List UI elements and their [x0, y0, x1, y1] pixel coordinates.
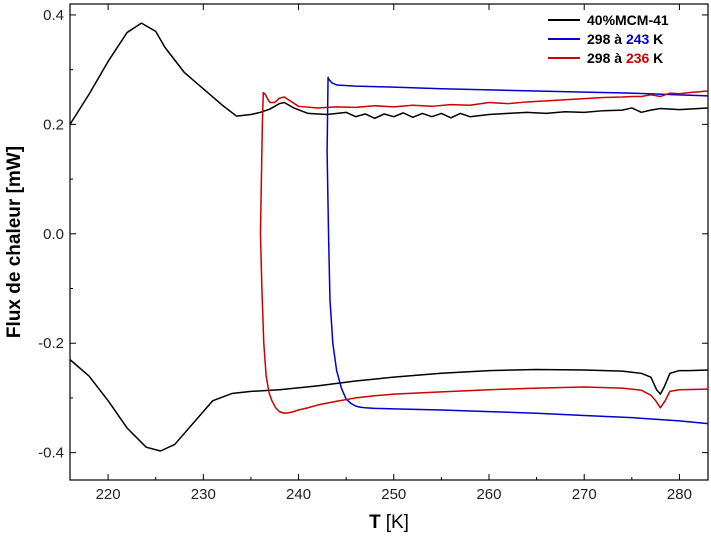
x-tick-label: 280 [667, 486, 692, 503]
x-tick-label: 260 [476, 486, 501, 503]
x-tick-label: 230 [191, 486, 216, 503]
y-tick-label: 0.0 [43, 226, 64, 243]
y-tick-label: 0.2 [43, 116, 64, 133]
y-tick-label: 0.4 [43, 7, 64, 24]
x-tick-label: 220 [96, 486, 121, 503]
x-axis-title: T [K] [369, 512, 409, 533]
y-axis-title: Flux de chaleur [mW] [4, 146, 25, 338]
y-tick-label: -0.2 [38, 335, 64, 352]
legend-label-part: 298 à [587, 50, 626, 66]
series-line-298-243-k-2 [326, 76, 709, 425]
legend-label-part: K [649, 50, 663, 66]
legend-label-part: 298 à [587, 31, 626, 47]
x-axis-title-main: T [369, 512, 381, 533]
legend-label-part: 40%MCM-41 [587, 12, 669, 28]
series-line-40-mcm-41-0 [69, 22, 709, 125]
series-layer [69, 22, 709, 452]
x-axis-title-unit: [K] [386, 512, 409, 533]
legend-label-part: 236 [626, 50, 650, 66]
y-tick-label: -0.4 [38, 445, 64, 462]
legend-label-part: 243 [626, 31, 650, 47]
legend-label: 40%MCM-41 [587, 12, 669, 28]
x-tick-label: 240 [286, 486, 311, 503]
x-tick-label: 250 [381, 486, 406, 503]
series-line-40-mcm-41-1 [69, 359, 709, 452]
x-tick-label: 270 [572, 486, 597, 503]
legend-label: 298 à 236 K [587, 50, 663, 66]
series-line-298-236-k-3 [259, 90, 709, 414]
legend-label-part: K [649, 31, 663, 47]
y-axis-ticks: 0.4 0.2 0.0 -0.2 -0.4 [38, 7, 708, 462]
legend-label: 298 à 243 K [587, 31, 663, 47]
plot-frame [69, 3, 709, 481]
x-axis-ticks: 220 230 240 250 260 270 280 [96, 4, 692, 503]
